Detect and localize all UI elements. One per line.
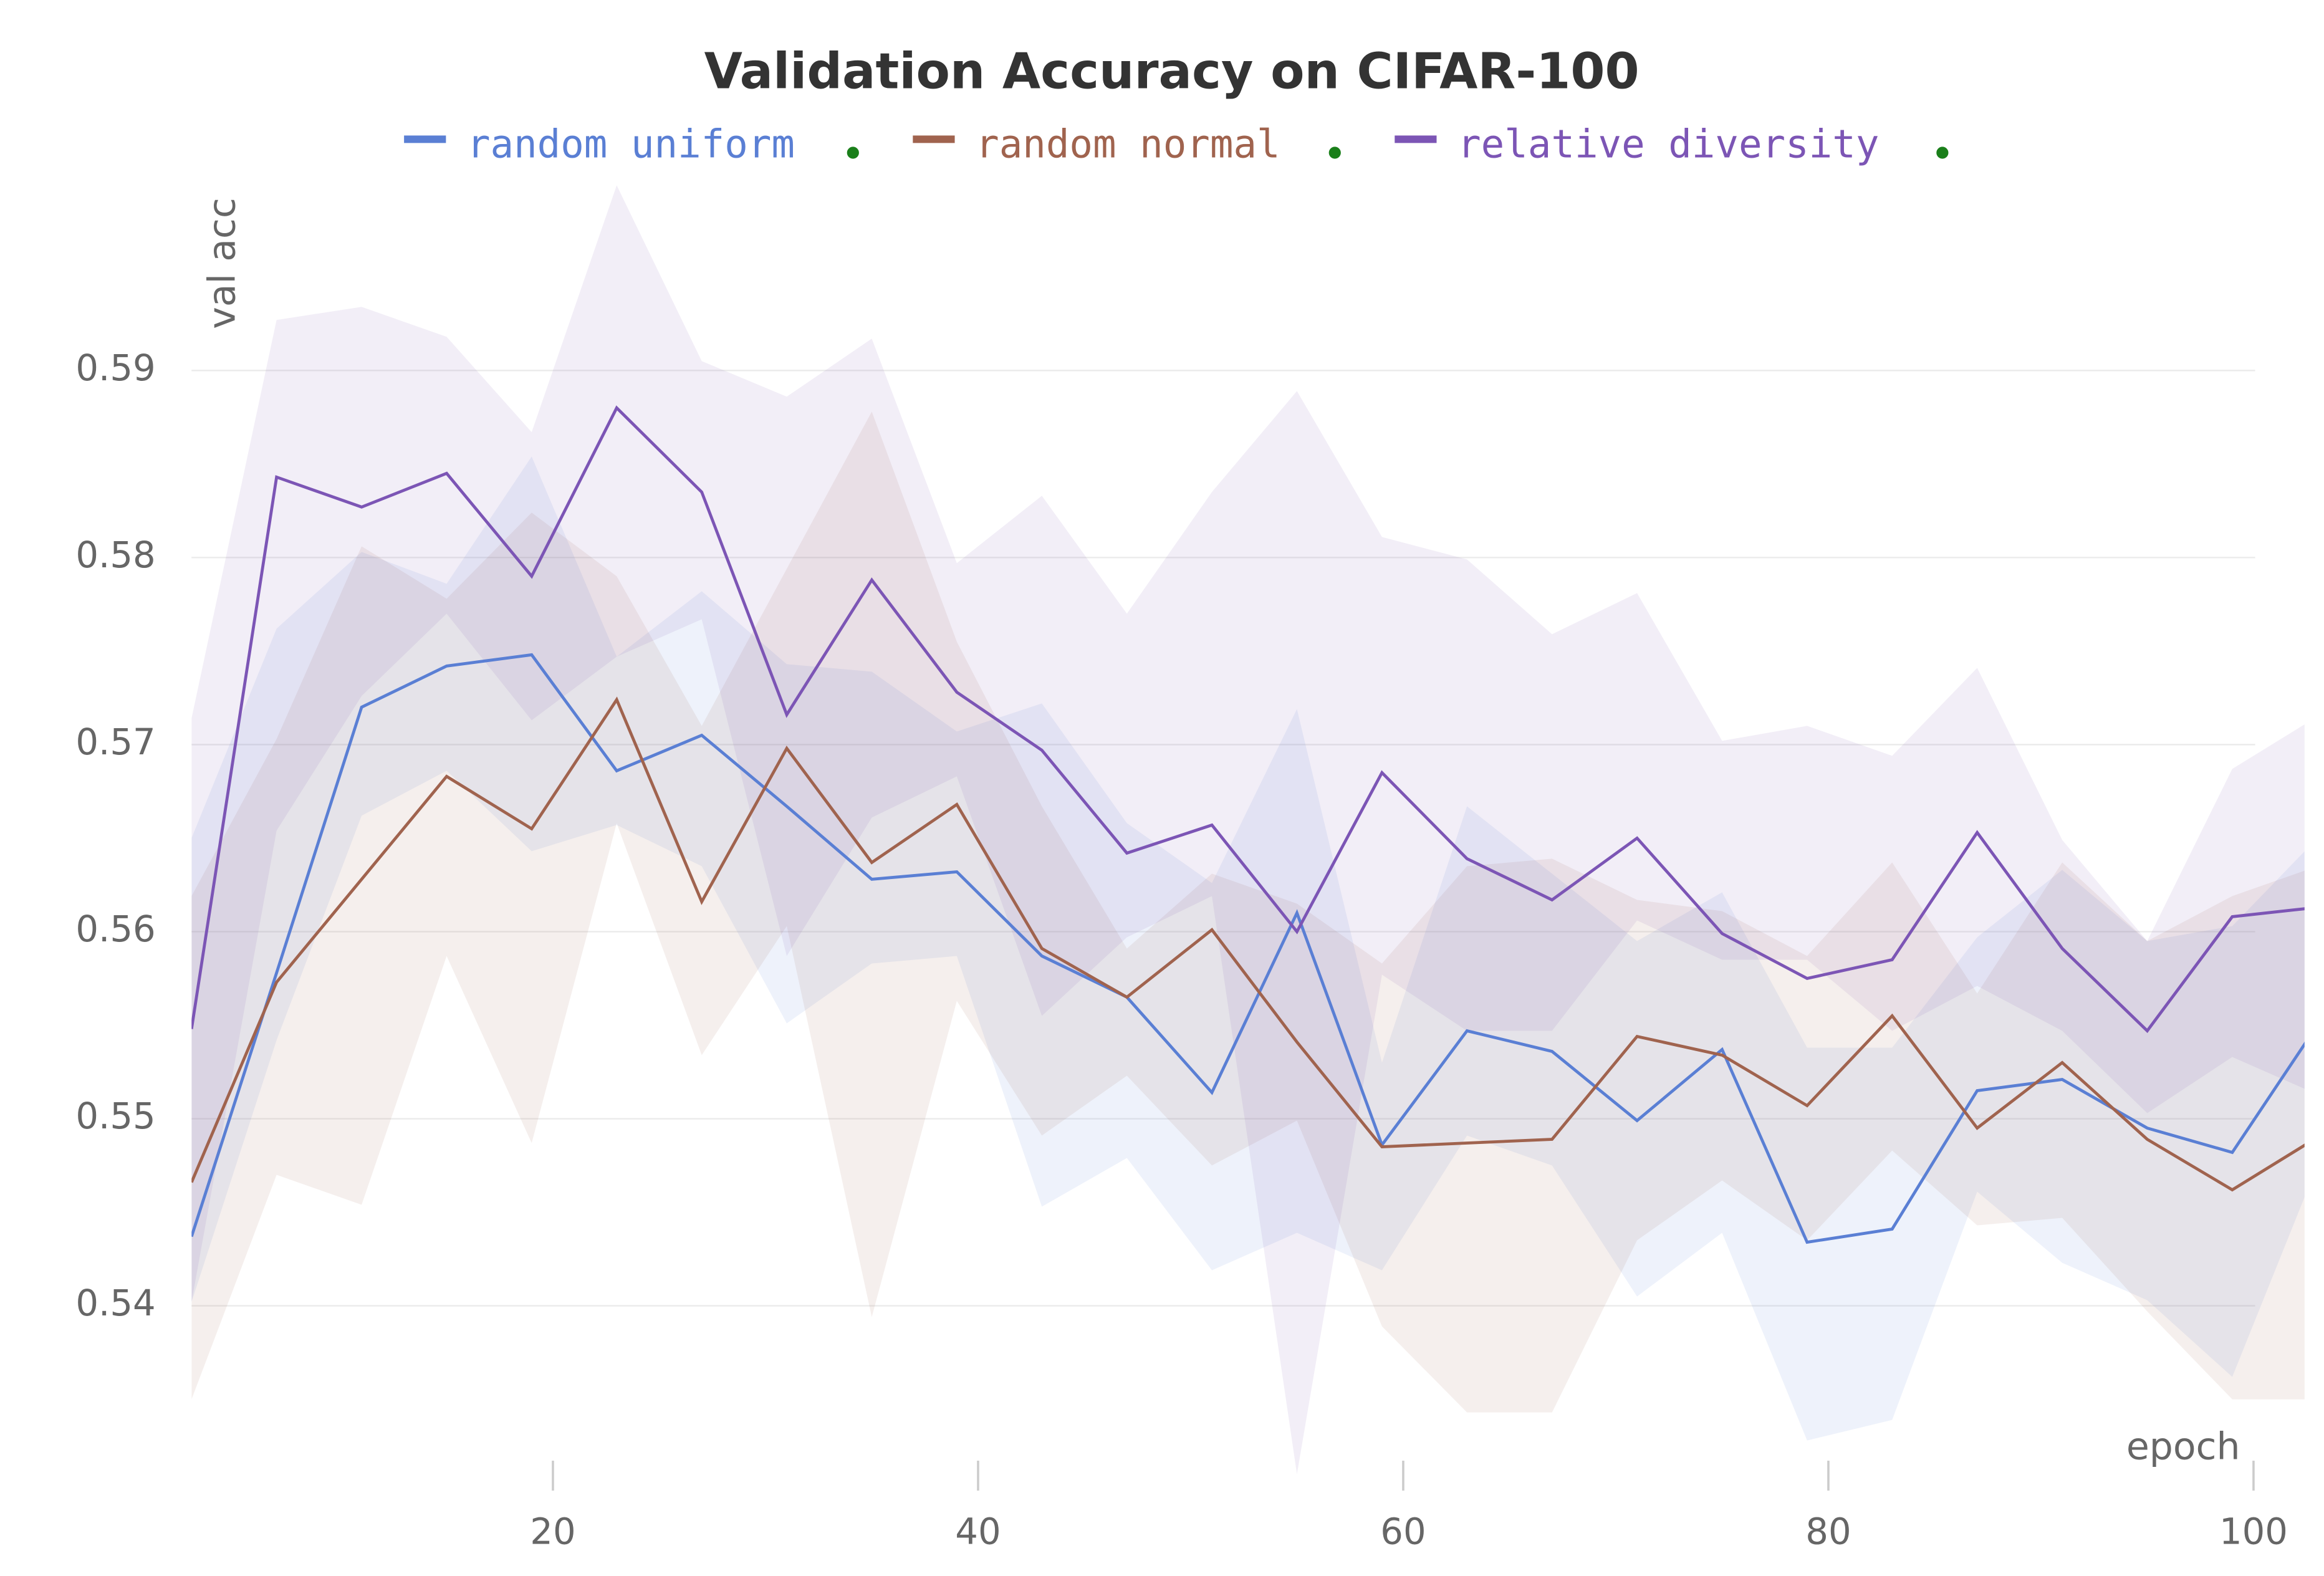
y-tick-label: 0.55	[75, 1095, 155, 1137]
y-tick-label: 0.59	[75, 347, 155, 389]
legend: random uniform random normal relative dive…	[404, 121, 1949, 166]
legend-label: relative diversity	[1457, 121, 1879, 166]
chart-title: Validation Accuracy on CIFAR-100	[704, 42, 1640, 100]
legend-label: random uniform	[467, 121, 795, 166]
x-tick-label: 40	[955, 1511, 1001, 1552]
x-tick-label: 60	[1380, 1511, 1426, 1552]
legend-status-dot	[1936, 147, 1949, 159]
grid: 0.54 0.55 0.56 0.57 0.58 0.59 20 40 60 80 100	[75, 347, 2288, 1552]
error-band	[191, 185, 2305, 1474]
y-tick-label: 0.57	[75, 721, 155, 763]
x-axis-label: epoch	[2126, 1425, 2240, 1468]
y-tick-label: 0.58	[75, 534, 155, 576]
lines	[191, 405, 2305, 1244]
series-line	[191, 653, 2305, 1244]
legend-status-dot	[1328, 147, 1341, 159]
y-tick-label: 0.54	[75, 1282, 155, 1324]
x-tick-label: 20	[530, 1511, 575, 1552]
error-band	[191, 411, 2305, 1413]
x-tick-label: 100	[2219, 1511, 2288, 1552]
legend-label: random normal	[976, 121, 1280, 166]
legend-status-dot	[847, 147, 859, 159]
x-tick-label: 80	[1805, 1511, 1851, 1552]
series-line	[191, 696, 2305, 1192]
y-axis-label: val acc	[201, 198, 244, 329]
y-tick-label: 0.56	[75, 908, 155, 950]
error-band	[191, 456, 2305, 1441]
series-line	[191, 405, 2305, 1034]
bands	[191, 185, 2305, 1474]
